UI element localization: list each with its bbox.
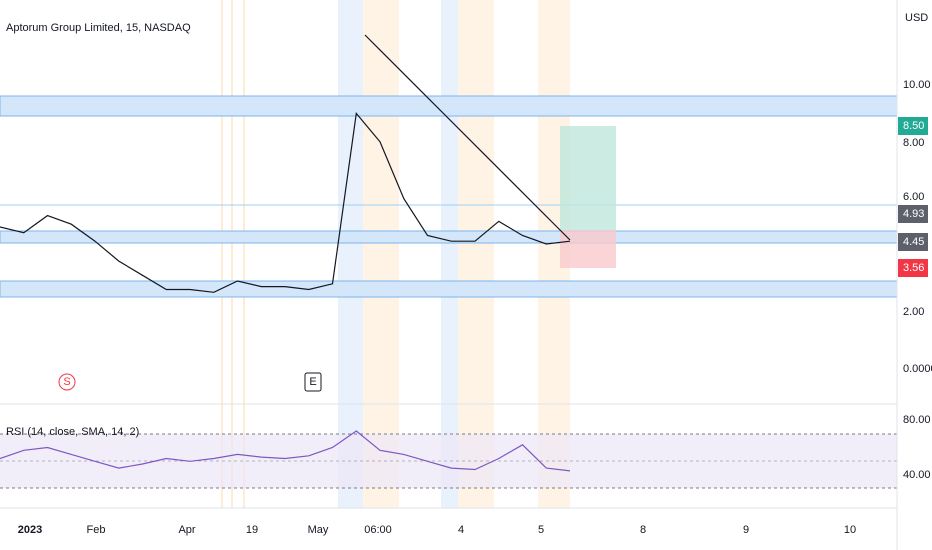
rsi-tick-label: 80.00	[903, 414, 931, 426]
band	[441, 0, 458, 508]
price-tick-label: 8.00	[903, 137, 924, 149]
time-label: 9	[743, 524, 749, 536]
time-label: 5	[538, 524, 544, 536]
price-tag	[898, 117, 928, 135]
band	[363, 0, 399, 508]
price-tick-label: 10.00	[903, 79, 931, 91]
rsi-label: RSI (14, close, SMA, 14, 2)	[6, 426, 139, 438]
price-tag-label: 4.45	[903, 236, 924, 248]
price-tag-label: 3.56	[903, 262, 924, 274]
price-line	[0, 111, 571, 293]
time-label: 4	[458, 524, 464, 536]
rsi-band	[0, 434, 897, 488]
time-label: Feb	[87, 524, 106, 536]
profit-zone	[560, 126, 616, 230]
loss-zone	[560, 230, 616, 268]
zone	[0, 95, 898, 117]
price-tag	[898, 259, 928, 277]
marker-label: S	[63, 376, 70, 388]
band	[458, 0, 494, 508]
currency: USD	[905, 12, 928, 24]
time-label: 06:00	[364, 524, 392, 536]
price-tag-label: 4.93	[903, 208, 924, 220]
marker-label: E	[309, 376, 316, 388]
split-marker[interactable]	[58, 373, 76, 391]
time-label: 19	[246, 524, 258, 536]
zone	[0, 230, 898, 244]
price-tick-label: 2.00	[903, 306, 924, 318]
time-label: May	[308, 524, 329, 536]
price-tag-label: 8.50	[903, 120, 924, 132]
trendline	[364, 34, 571, 241]
price-tag	[898, 205, 928, 223]
time-label: 2023	[18, 524, 42, 536]
time-label: Apr	[178, 524, 195, 536]
price-tag	[898, 233, 928, 251]
earnings-marker[interactable]	[304, 372, 322, 392]
band	[338, 0, 363, 508]
zone	[0, 280, 898, 298]
rsi-tick-label: 40.00	[903, 469, 931, 481]
time-label: 8	[640, 524, 646, 536]
time-label: 10	[844, 524, 856, 536]
chart-title: Aptorum Group Limited, 15, NASDAQ	[6, 22, 191, 34]
price-tick-label: 6.00	[903, 191, 924, 203]
price-tick-label: 0.0000	[903, 363, 932, 375]
rsi-line	[0, 430, 571, 472]
